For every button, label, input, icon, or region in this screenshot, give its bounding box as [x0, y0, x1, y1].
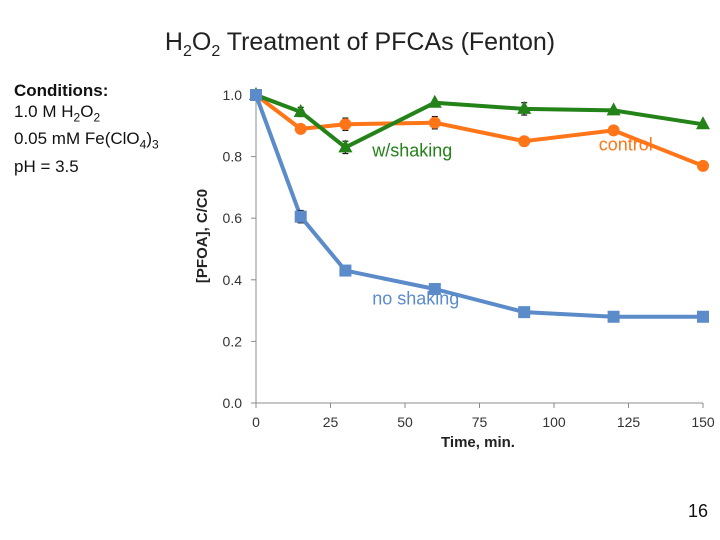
conditions-h2o2-concentration: 1.0 M H2O2: [14, 102, 101, 125]
data-point-no-shaking: [339, 264, 352, 277]
data-point-no-shaking: [607, 310, 620, 323]
y-tick-label: 0.8: [223, 149, 243, 165]
page-number: 16: [687, 501, 708, 521]
data-point-w-shaking: [517, 100, 532, 114]
y-tick-label: 1.0: [223, 87, 243, 103]
data-point-control: [428, 116, 441, 129]
conditions-panel: Conditions: 1.0 M H2O2 0.05 mM Fe(ClO4)3…: [14, 80, 159, 177]
data-point-no-shaking: [428, 283, 441, 296]
x-tick-label: 75: [472, 414, 488, 430]
data-point-control: [339, 118, 352, 131]
x-tick-label: 0: [252, 414, 260, 430]
data-point-w-shaking: [427, 94, 442, 108]
conditions-iron-concentration: 0.05 mM Fe(ClO4)3: [14, 129, 159, 152]
y-tick-label: 0.2: [223, 333, 243, 349]
annotation-w-shaking: w/shaking: [371, 141, 452, 161]
x-tick-label: 25: [323, 414, 339, 430]
x-tick-label: 125: [617, 414, 641, 430]
x-tick-label: 150: [691, 414, 715, 430]
y-axis-title: [PFOA], C/C0: [194, 189, 211, 283]
annotation-control: control: [599, 134, 653, 154]
y-tick-label: 0.0: [223, 395, 243, 411]
data-point-no-shaking: [250, 89, 262, 101]
y-tick-label: 0.4: [223, 272, 243, 288]
data-point-no-shaking: [518, 306, 531, 319]
data-point-w-shaking: [606, 102, 621, 116]
data-point-w-shaking: [338, 139, 353, 153]
x-tick-label: 100: [542, 414, 566, 430]
conditions-ph: pH = 3.5: [14, 156, 79, 176]
data-point-w-shaking: [696, 116, 710, 130]
conditions-heading: Conditions:: [14, 81, 109, 100]
data-point-control: [294, 122, 307, 135]
slide-title: H2O2 Treatment of PFCAs (Fenton): [164, 28, 556, 60]
data-point-no-shaking: [294, 210, 307, 223]
data-point-control: [518, 135, 531, 148]
x-axis-title: Time, min.: [441, 434, 515, 451]
data-point-control: [697, 159, 709, 172]
data-point-control: [607, 124, 620, 137]
x-tick-label: 50: [397, 414, 413, 430]
data-point-w-shaking: [293, 103, 308, 117]
y-tick-label: 0.6: [223, 210, 243, 226]
annotation-no-shaking: no shaking: [372, 288, 459, 308]
data-point-no-shaking: [697, 310, 709, 323]
